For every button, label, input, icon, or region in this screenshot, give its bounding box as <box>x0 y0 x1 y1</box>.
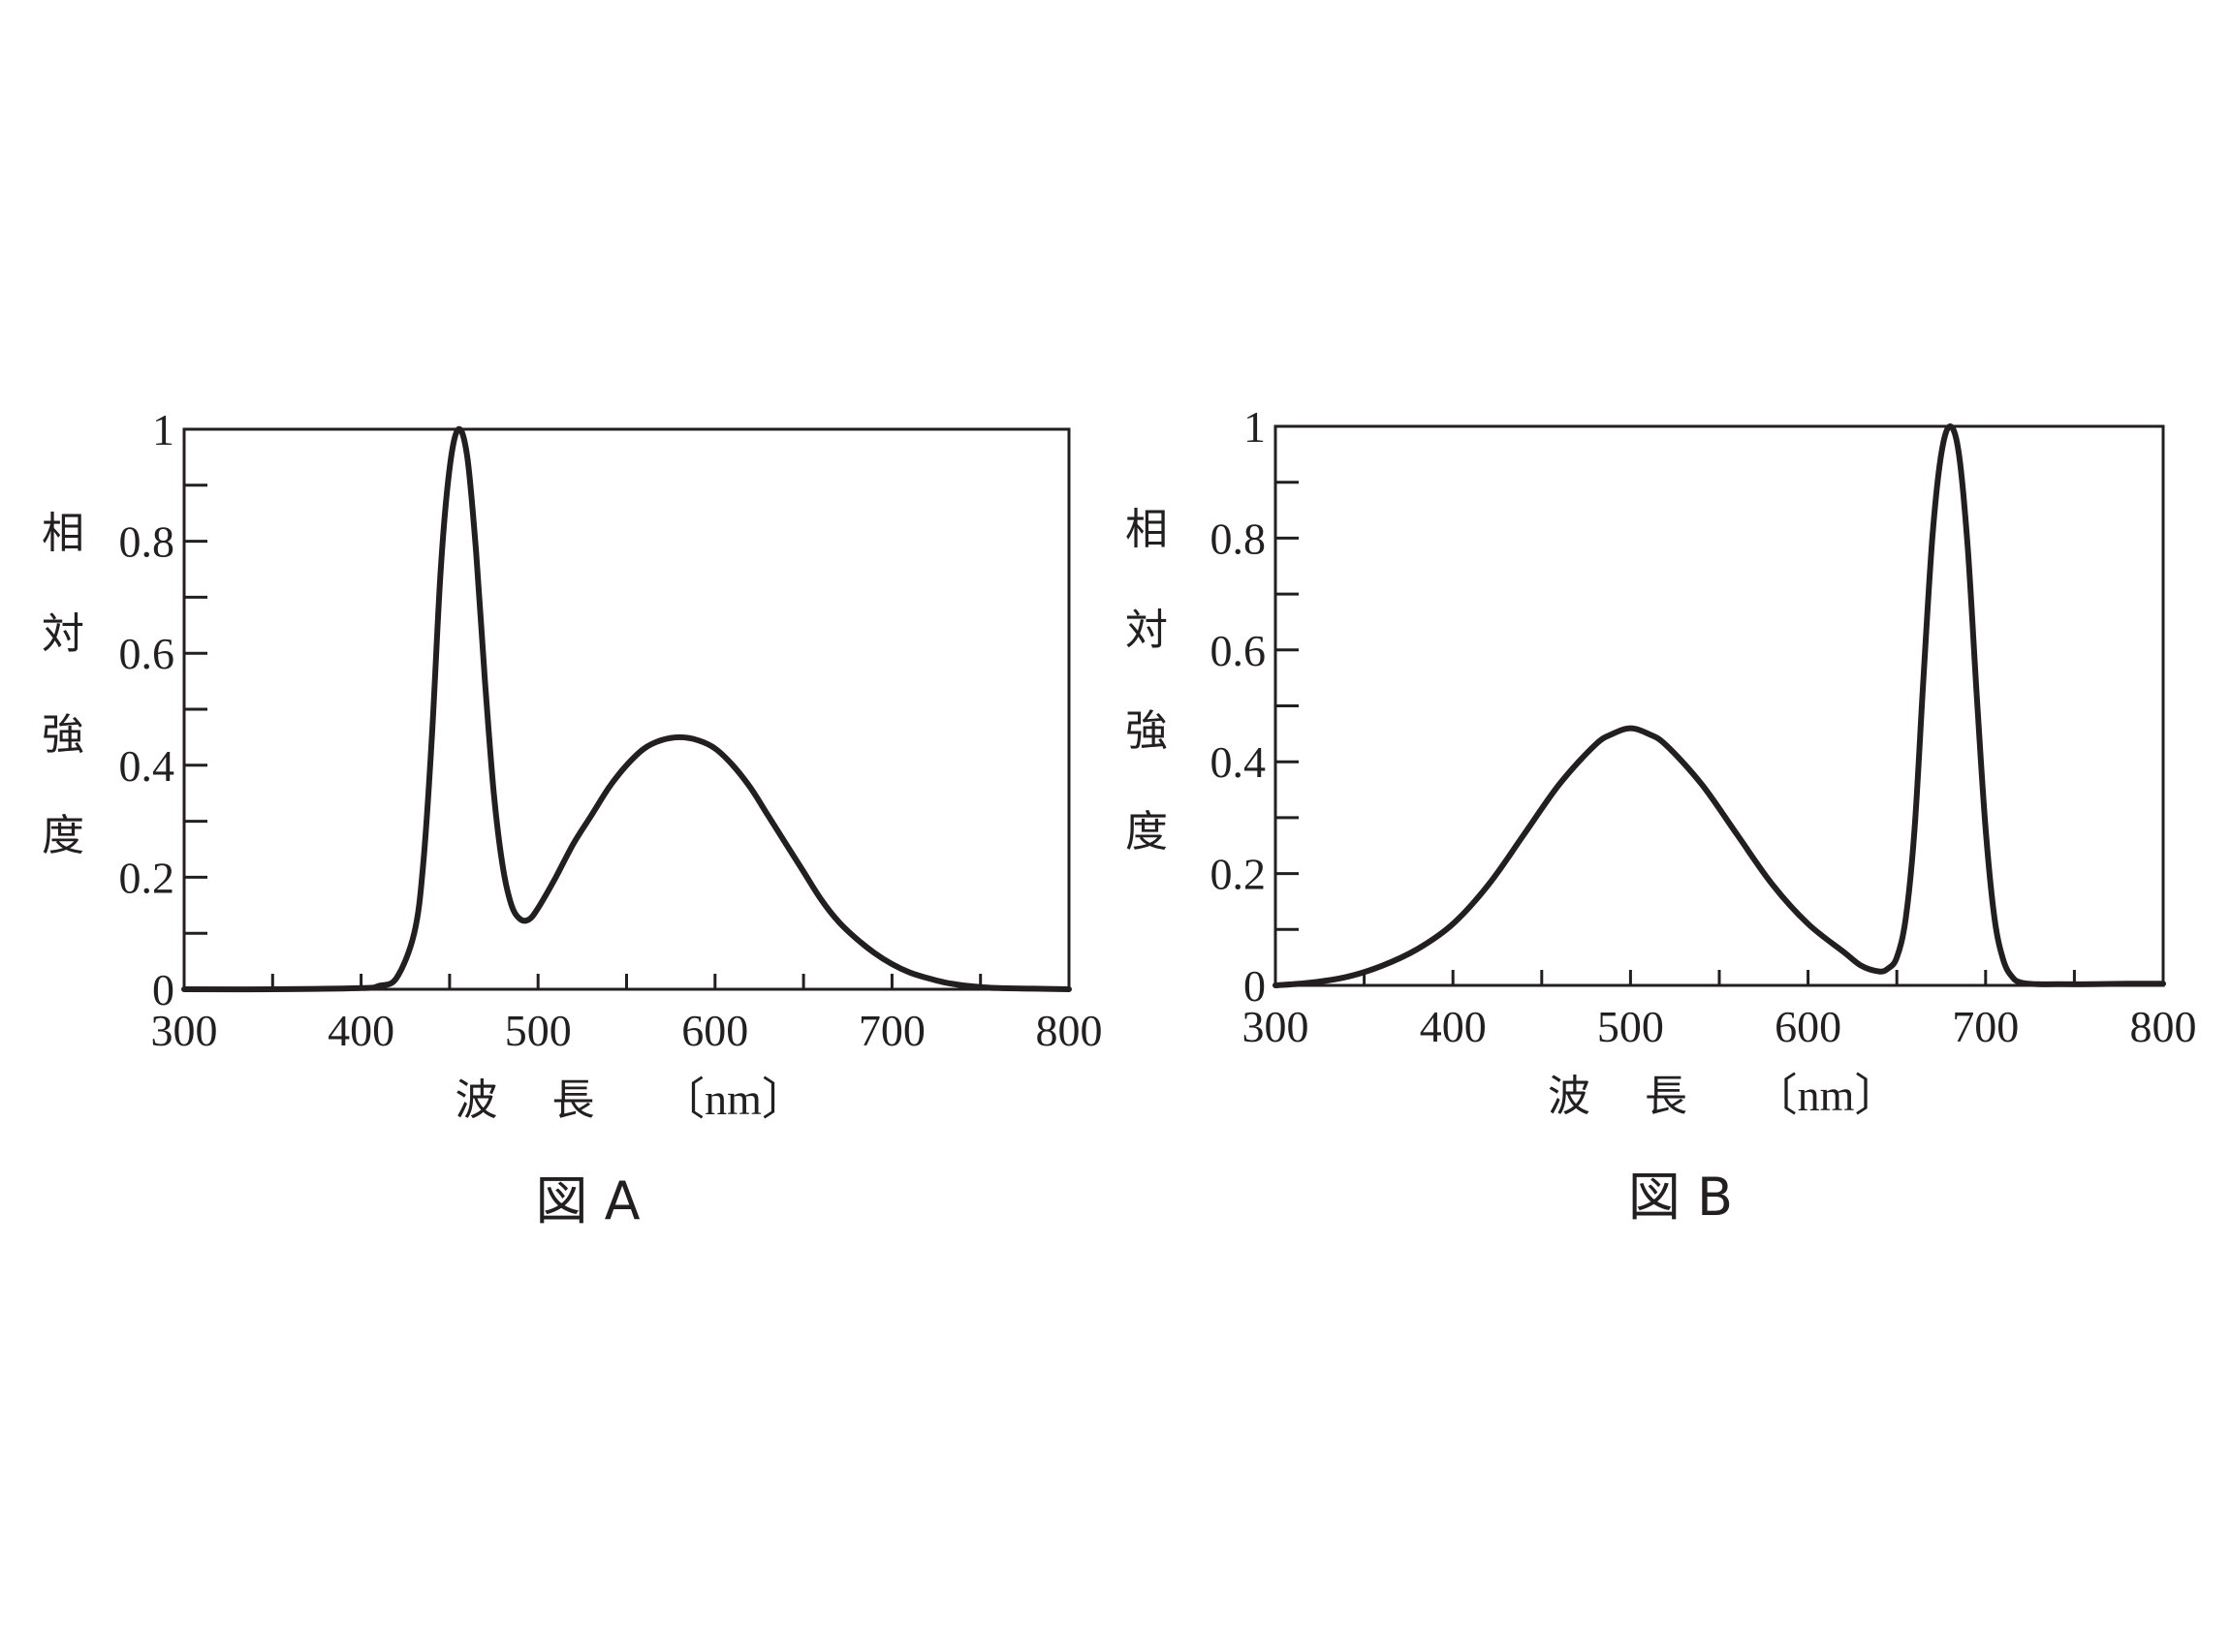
y-tick-label: 0.2 <box>119 853 175 902</box>
y-tick-label: 0.8 <box>1210 514 1267 563</box>
y-tick-label: 0.2 <box>1210 850 1267 899</box>
x-tick-label: 400 <box>1420 1002 1487 1051</box>
x-tick-label: 300 <box>1242 1002 1309 1051</box>
y-tick-label: 0 <box>152 965 174 1014</box>
x-tick-label: 500 <box>1597 1002 1664 1051</box>
y-axis-label-char: 対 <box>1125 606 1168 655</box>
y-tick-label: 0 <box>1243 961 1266 1011</box>
x-axis-label-unit: 〔nm〕 <box>1753 1071 1900 1120</box>
y-tick-label: 0.4 <box>119 741 175 791</box>
plot-frame <box>182 427 1071 991</box>
x-tick-label: 700 <box>1952 1002 2019 1051</box>
spectrum-line <box>181 425 1072 993</box>
y-axis-label-char: 強 <box>42 710 84 760</box>
x-tick-label: 300 <box>151 1006 218 1055</box>
y-axis-label-char: 相 <box>1125 505 1168 554</box>
y-axis-label-char: 対 <box>42 609 84 659</box>
x-tick-label: 500 <box>505 1006 572 1055</box>
y-tick-label: 0.4 <box>1210 737 1267 787</box>
x-tick-label: 800 <box>1036 1006 1103 1055</box>
y-tick-label: 0.6 <box>1210 626 1267 675</box>
y-tick-label: 1 <box>152 405 174 454</box>
x-tick-label: 800 <box>2130 1002 2197 1051</box>
x-axis-label-quantity: 波 <box>456 1075 498 1125</box>
y-axis-label-char: 度 <box>42 811 84 860</box>
x-axis-label-quantity: 波 <box>1548 1072 1590 1121</box>
x-axis-label-quantity2: 長 <box>1645 1072 1687 1121</box>
x-tick-label: 600 <box>1775 1002 1841 1051</box>
x-axis-label-quantity2: 長 <box>552 1075 595 1125</box>
y-axis-label-char: 強 <box>1125 706 1168 756</box>
plot-frame <box>1273 424 2165 987</box>
y-axis-label-char: 度 <box>1125 807 1168 857</box>
x-tick-label: 700 <box>859 1006 926 1055</box>
y-tick-label: 1 <box>1243 402 1266 452</box>
figure-caption: 図 B <box>1628 1167 1733 1228</box>
y-tick-label: 0.6 <box>119 629 175 678</box>
y-axis-label-char: 相 <box>42 509 84 558</box>
x-tick-label: 600 <box>681 1006 748 1055</box>
figure-caption: 図 A <box>535 1170 640 1231</box>
y-tick-label: 0.8 <box>119 517 175 567</box>
spectrum-line <box>1273 423 2166 988</box>
x-tick-label: 400 <box>328 1006 394 1055</box>
x-axis-label-unit: 〔nm〕 <box>660 1075 806 1124</box>
